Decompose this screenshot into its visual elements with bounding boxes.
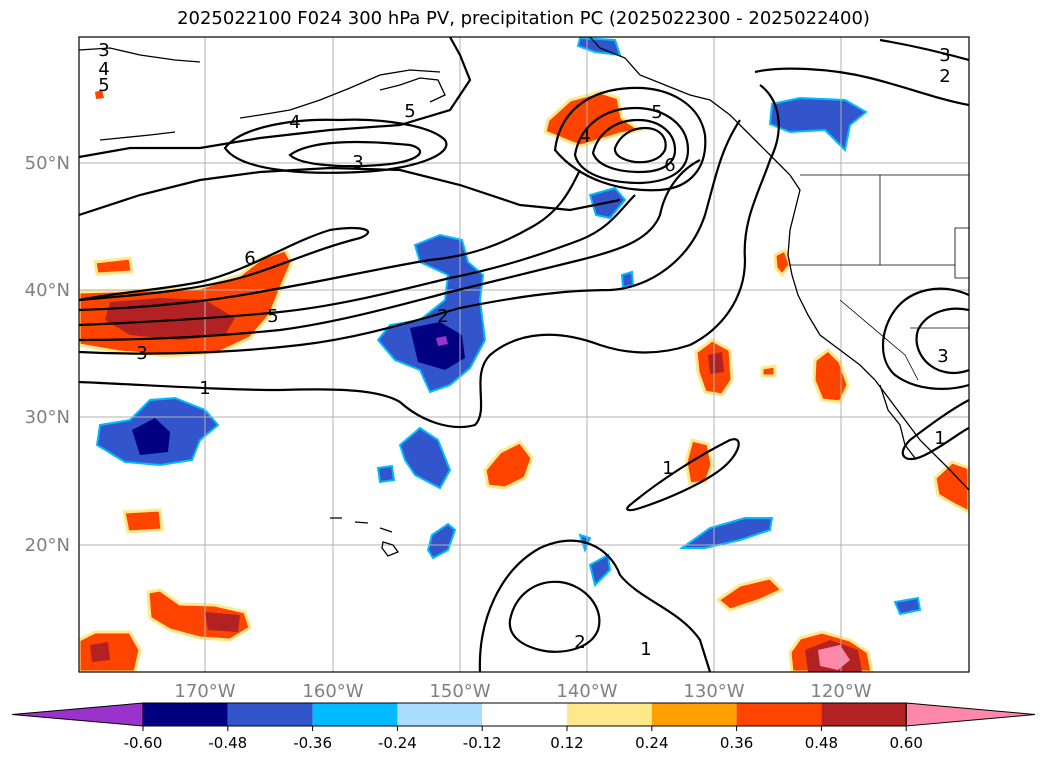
colorbar-outline bbox=[142, 702, 907, 727]
precip-blob-negative bbox=[768, 96, 868, 153]
precip-blob-positive bbox=[933, 460, 969, 514]
colorbar-tick-label: 0.60 bbox=[889, 734, 922, 752]
precip-blob-negative bbox=[426, 522, 457, 560]
contour-label: 5 bbox=[98, 75, 109, 96]
colorbar-segment bbox=[821, 703, 907, 726]
precip-blob-positive bbox=[812, 348, 850, 404]
lon-label: 140°W bbox=[556, 681, 617, 702]
colorbar-tick-label: -0.12 bbox=[463, 734, 502, 752]
colorbar-segment bbox=[567, 703, 652, 726]
precip-core-positive bbox=[708, 352, 724, 374]
precip-blob-positive bbox=[760, 364, 777, 378]
colorbar-tick-label: 0.24 bbox=[635, 734, 668, 752]
colorbar-segment bbox=[651, 703, 737, 726]
lat-label: 30°N bbox=[25, 407, 70, 428]
longitude-labels: 170°W 160°W 150°W 140°W 130°W 120°W bbox=[174, 681, 871, 702]
coastlines bbox=[79, 37, 969, 557]
precip-core-positive bbox=[90, 642, 110, 662]
precip-shading bbox=[79, 37, 969, 672]
lon-label: 160°W bbox=[302, 681, 363, 702]
graticule bbox=[79, 37, 969, 672]
colorbar-segment bbox=[143, 703, 228, 726]
precip-core-negative bbox=[132, 418, 170, 455]
lat-label: 50°N bbox=[25, 153, 70, 174]
colorbar-tick-label: -0.36 bbox=[293, 734, 332, 752]
precip-blob-positive bbox=[715, 576, 785, 612]
precip-core-extreme bbox=[436, 336, 448, 346]
contour-label: 2 bbox=[574, 632, 585, 653]
contour-label: 4 bbox=[98, 59, 109, 80]
precip-blob-negative bbox=[398, 426, 452, 490]
precip-blob-negative bbox=[376, 464, 396, 484]
contour-label: 1 bbox=[934, 428, 945, 449]
map-frame bbox=[78, 36, 970, 673]
contour-label: 5 bbox=[267, 306, 278, 327]
contour-label: 6 bbox=[664, 155, 675, 176]
pv-contours bbox=[79, 37, 969, 672]
precip-core-positive bbox=[205, 612, 240, 632]
colorbar-segment bbox=[397, 703, 483, 726]
lon-label: 150°W bbox=[429, 681, 490, 702]
precip-core-negative bbox=[410, 322, 465, 370]
contour-label: 2 bbox=[939, 66, 950, 87]
precip-blob-negative bbox=[678, 517, 774, 549]
contour-label: 5 bbox=[404, 101, 415, 122]
colorbar-segment bbox=[482, 703, 567, 726]
lon-label: 120°W bbox=[810, 681, 871, 702]
colorbar-extend-min bbox=[11, 702, 144, 727]
contour-label: 3 bbox=[98, 40, 109, 61]
contour-label: 1 bbox=[199, 378, 210, 399]
colorbar-tick-label: -0.60 bbox=[124, 734, 163, 752]
lon-label: 130°W bbox=[683, 681, 744, 702]
precip-core-positive bbox=[105, 298, 235, 340]
colorbar-segment bbox=[312, 703, 398, 726]
contour-label: 3 bbox=[939, 45, 950, 66]
precip-blob-positive bbox=[79, 630, 142, 672]
colorbar-tick-label: -0.24 bbox=[378, 734, 417, 752]
political-borders bbox=[790, 174, 969, 381]
precip-blob-negative bbox=[893, 596, 922, 616]
colorbar-segment bbox=[227, 703, 313, 726]
colorbar-extend-max bbox=[905, 702, 1036, 727]
colorbar-tick-label: -0.48 bbox=[208, 734, 247, 752]
latitude-labels: 50°N 40°N 30°N 20°N bbox=[25, 153, 70, 556]
contour-label: 1 bbox=[640, 639, 651, 660]
contour-label: 3 bbox=[352, 152, 363, 173]
colorbar-tick-label: 0.36 bbox=[720, 734, 753, 752]
contour-label: 6 bbox=[244, 248, 255, 269]
precip-blob-positive bbox=[773, 247, 792, 278]
precip-blob-positive bbox=[122, 508, 164, 534]
contour-label: 4 bbox=[579, 126, 590, 147]
contour-labels: 3 4 5 4 5 3 5 4 6 3 2 6 5 3 2 1 3 1 1 2 … bbox=[98, 40, 950, 660]
colorbar-tick-label: 0.12 bbox=[550, 734, 583, 752]
map-title: 2025022100 F024 300 hPa PV, precipitatio… bbox=[177, 8, 870, 29]
colorbar: -0.60 -0.48 -0.36 -0.24 -0.12 0.12 0.24 0.36 0.4… bbox=[11, 702, 1036, 752]
colorbar-segment bbox=[736, 703, 822, 726]
precip-blob-positive bbox=[95, 90, 104, 99]
colorbar-tick-label: 0.48 bbox=[805, 734, 838, 752]
precip-core-extreme bbox=[818, 645, 850, 670]
precip-blob-positive bbox=[93, 256, 134, 276]
precip-blob-positive bbox=[684, 438, 714, 486]
contour-label: 3 bbox=[937, 346, 948, 367]
precip-blob-positive bbox=[483, 440, 534, 490]
precip-blob-negative bbox=[620, 270, 635, 289]
contour-label: 4 bbox=[289, 112, 300, 133]
precip-blob-negative bbox=[588, 553, 612, 587]
contour-label: 2 bbox=[437, 306, 448, 327]
contour-label: 5 bbox=[651, 102, 662, 123]
lat-label: 40°N bbox=[25, 280, 70, 301]
lon-label: 170°W bbox=[174, 681, 235, 702]
lat-label: 20°N bbox=[25, 535, 70, 556]
contour-label: 1 bbox=[662, 458, 673, 479]
contour-label: 3 bbox=[136, 343, 147, 364]
